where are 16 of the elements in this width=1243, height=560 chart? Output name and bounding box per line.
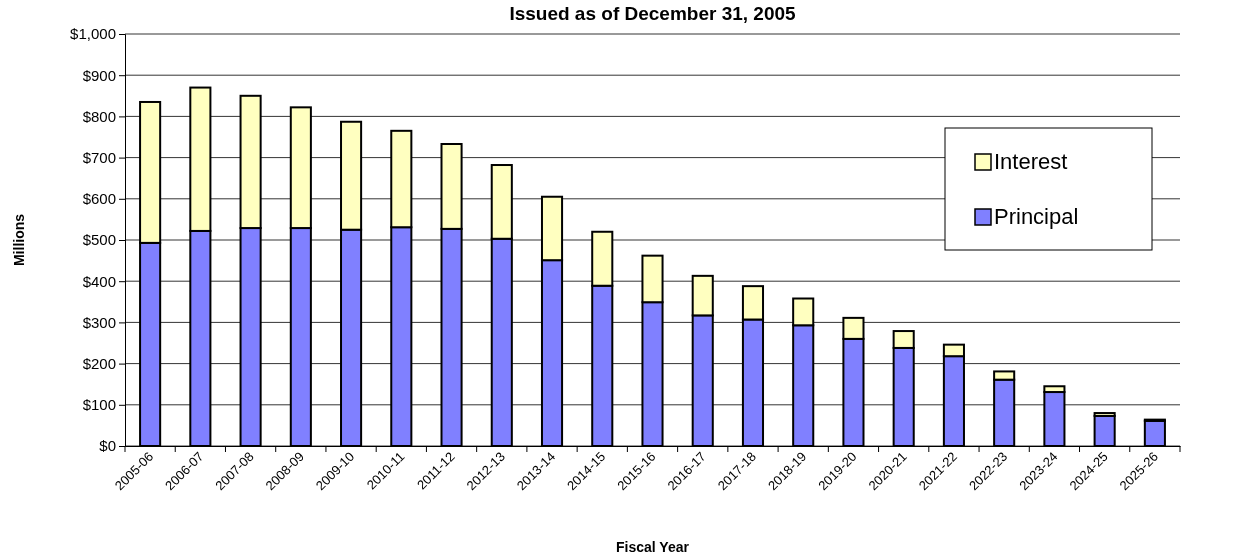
y-tick-label: $100 bbox=[82, 396, 116, 414]
y-tick-label: $600 bbox=[82, 190, 116, 208]
y-tick-label: $300 bbox=[82, 313, 116, 331]
legend-label: Principal bbox=[994, 204, 1079, 229]
chart-title: Issued as of December 31, 2005 bbox=[509, 3, 797, 24]
y-tick-label: $400 bbox=[82, 272, 116, 290]
legend-label: Interest bbox=[994, 149, 1068, 174]
y-tick-label: $200 bbox=[82, 354, 116, 372]
y-tick-label: $900 bbox=[82, 66, 116, 84]
y-tick-label: $1,000 bbox=[70, 25, 116, 43]
y-tick-label: $0 bbox=[99, 437, 116, 455]
y-tick-label: $800 bbox=[82, 107, 116, 125]
y-tick-label: $500 bbox=[82, 231, 116, 249]
x-axis-title: Fiscal Year bbox=[616, 539, 690, 555]
y-tick-label: $700 bbox=[82, 148, 116, 166]
y-axis-title: Millions bbox=[11, 213, 27, 267]
